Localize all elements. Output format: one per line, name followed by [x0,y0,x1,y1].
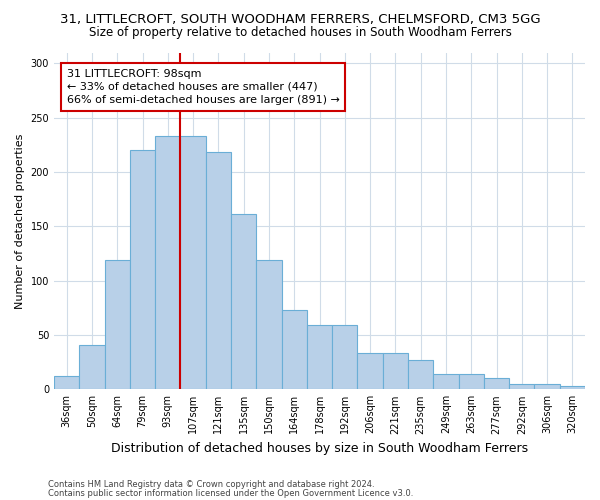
Text: Size of property relative to detached houses in South Woodham Ferrers: Size of property relative to detached ho… [89,26,511,39]
Bar [104,260,130,390]
Bar [281,310,307,390]
Bar [383,354,408,390]
Bar [358,354,383,390]
Bar [433,374,458,390]
Bar [458,374,484,390]
Bar [509,384,535,390]
Bar [231,214,256,390]
Bar [484,378,509,390]
Bar [54,376,79,390]
Text: Contains HM Land Registry data © Crown copyright and database right 2024.: Contains HM Land Registry data © Crown c… [48,480,374,489]
Bar [535,384,560,390]
Bar [332,325,358,390]
Bar [79,345,104,390]
Bar [408,360,433,390]
Text: 31, LITTLECROFT, SOUTH WOODHAM FERRERS, CHELMSFORD, CM3 5GG: 31, LITTLECROFT, SOUTH WOODHAM FERRERS, … [59,12,541,26]
Bar [206,152,231,390]
Text: 31 LITTLECROFT: 98sqm
← 33% of detached houses are smaller (447)
66% of semi-det: 31 LITTLECROFT: 98sqm ← 33% of detached … [67,69,340,105]
Bar [155,136,181,390]
Y-axis label: Number of detached properties: Number of detached properties [15,133,25,308]
Bar [130,150,155,390]
Bar [181,136,206,390]
Bar [307,325,332,390]
X-axis label: Distribution of detached houses by size in South Woodham Ferrers: Distribution of detached houses by size … [111,442,528,455]
Bar [560,386,585,390]
Bar [256,260,281,390]
Text: Contains public sector information licensed under the Open Government Licence v3: Contains public sector information licen… [48,488,413,498]
